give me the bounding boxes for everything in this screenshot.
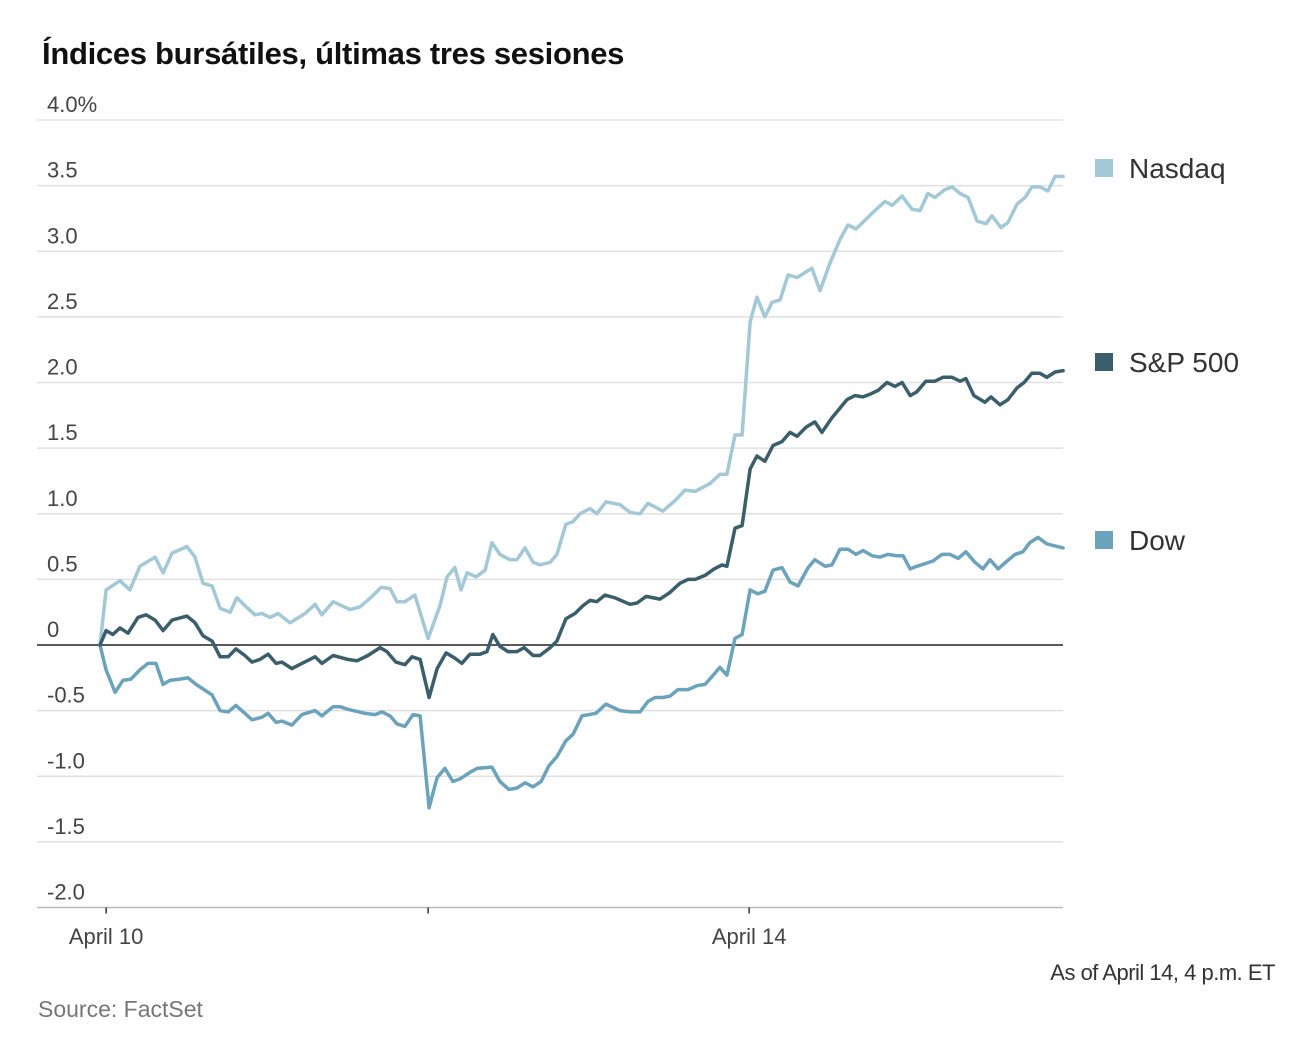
- gridlines: [37, 119, 1063, 909]
- y-tick-label: -2.0: [47, 880, 85, 905]
- y-tick-label: 3.5: [47, 158, 78, 183]
- y-tick-label: 4.0%: [47, 92, 97, 117]
- source-note: Source: FactSet: [38, 996, 203, 1022]
- legend-label-nasdaq: Nasdaq: [1129, 153, 1226, 184]
- y-tick-label: 0: [47, 617, 59, 642]
- series-line-nasdaq: [98, 174, 1065, 647]
- y-tick-label: -0.5: [47, 683, 85, 708]
- y-tick-label: 2.5: [47, 289, 78, 314]
- series-line-dow: [98, 535, 1065, 810]
- x-axis: April 10 April 14: [69, 907, 787, 949]
- y-tick-label: 3.0: [47, 223, 78, 248]
- chart-title: Índices bursátiles, últimas tres sesione…: [42, 36, 625, 71]
- series-lines: [98, 174, 1065, 810]
- y-tick-label: 2.0: [47, 355, 78, 380]
- legend: Nasdaq S&P 500 Dow: [1095, 153, 1239, 556]
- series-line-s-p-500: [98, 368, 1065, 700]
- y-tick-label: 1.5: [47, 420, 78, 445]
- legend-label-s-p-500: S&P 500: [1129, 347, 1239, 378]
- legend-swatch-nasdaq: [1095, 159, 1113, 177]
- x-tick-label: April 14: [712, 924, 787, 949]
- y-tick-label: 0.5: [47, 551, 78, 576]
- as-of-note: As of April 14, 4 p.m. ET: [1050, 960, 1275, 985]
- legend-label-dow: Dow: [1129, 525, 1186, 556]
- y-tick-label: 1.0: [47, 486, 78, 511]
- legend-swatch-dow: [1095, 531, 1113, 549]
- legend-swatch-s-p-500: [1095, 353, 1113, 371]
- y-tick-label: -1.0: [47, 748, 85, 773]
- y-tick-label: -1.5: [47, 814, 85, 839]
- y-axis-labels: 4.0% 3.5 3.0 2.5 2.0 1.5 1.0 0.5 0 -0.5 -1.0 -1.5 -2…: [47, 92, 97, 905]
- x-tick-label: April 10: [69, 924, 144, 949]
